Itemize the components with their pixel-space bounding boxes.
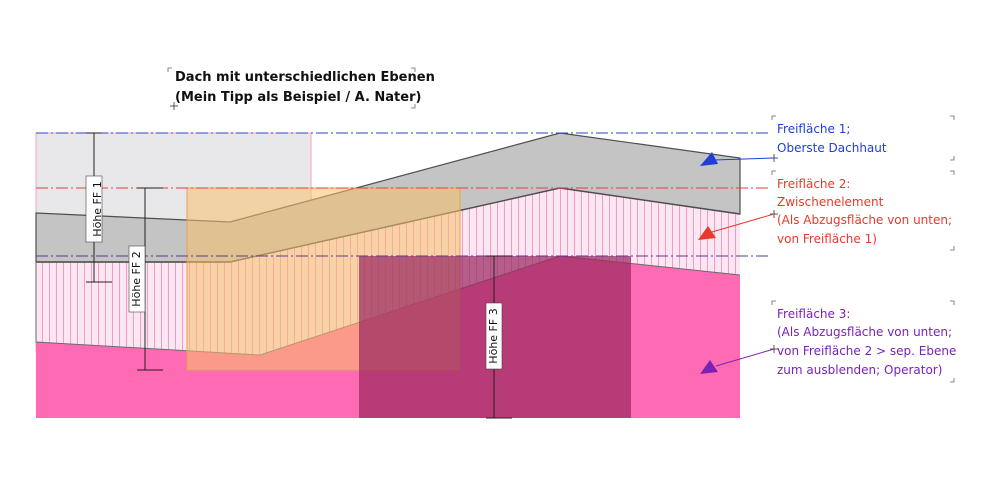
note-ff2-arrow [698,226,716,240]
dimension-ff2: Höhe FF 2 [128,187,163,371]
note-ff2-line-4: von Freifläche 1) [777,232,877,246]
note-ff2-line-3: (Als Abzugsfläche von unten; [777,213,952,227]
note-ff2: Freifläche 2: Zwischenelement (Als Abzug… [698,170,955,251]
note-ff3-line-3: von Freifläche 2 > sep. Ebene [777,344,956,358]
note-ff1-arrow [700,152,718,166]
dimension-ff3: Höhe FF 3 [485,255,512,419]
note-ff1-line-2: Oberste Dachhaut [777,141,887,155]
dimension-ff1-label: Höhe FF 1 [91,181,104,236]
note-ff3: Freifläche 3: (Als Abzugsfläche von unte… [700,300,956,383]
note-ff1: Freifläche 1; Oberste Dachhaut [700,115,955,166]
title-line-2: (Mein Tipp als Beispiel / A. Nater) [175,90,421,105]
diagram-title: Dach mit unterschiedlichen Ebenen (Mein … [167,67,435,110]
title-line-1: Dach mit unterschiedlichen Ebenen [175,70,435,85]
note-ff2-line-1: Freifläche 2: [777,177,850,191]
note-ff3-line-1: Freifläche 3: [777,307,850,321]
note-ff2-line-2: Zwischenelement [777,195,884,209]
dimension-ff1: Höhe FF 1 [85,132,112,283]
note-ff1-line-1: Freifläche 1; [777,122,850,136]
dimension-ff3-label: Höhe FF 3 [487,308,500,363]
note-ff3-line-4: zum ausblenden; Operator) [777,363,942,377]
note-ff3-line-2: (Als Abzugsfläche von unten; [777,325,952,339]
dimension-ff2-label: Höhe FF 2 [130,251,143,306]
note-ff3-arrow [700,360,718,374]
